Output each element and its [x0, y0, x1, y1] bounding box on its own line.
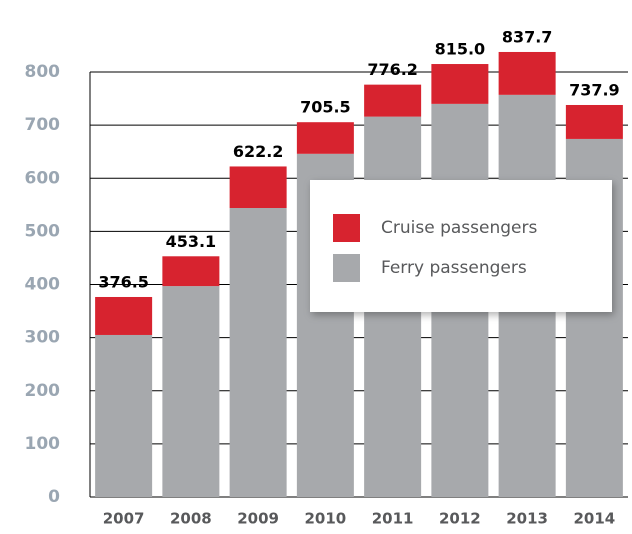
bar-segment [498, 51, 556, 95]
total-label: 837.7 [502, 27, 553, 46]
legend-label: Cruise passengers [381, 218, 537, 238]
total-label: 453.1 [166, 232, 217, 251]
x-tick-label: 2007 [103, 510, 145, 528]
y-tick-label: 200 [25, 381, 61, 401]
bar-segment [364, 84, 422, 117]
y-tick-label: 100 [25, 434, 61, 454]
bar-segment [162, 286, 220, 497]
bar-segment [296, 122, 354, 154]
total-label: 815.0 [435, 40, 486, 59]
bar-segment [229, 208, 287, 497]
total-label: 737.9 [569, 80, 620, 99]
x-tick-label: 2008 [170, 510, 212, 528]
x-tick-label: 2011 [372, 510, 414, 528]
y-tick-label: 700 [25, 115, 61, 135]
total-label: 376.5 [98, 272, 149, 291]
bar-segment [229, 166, 287, 208]
bar-segment [95, 296, 153, 335]
legend-swatch [333, 214, 360, 242]
legend-swatch [333, 254, 360, 282]
x-tick-label: 2009 [237, 510, 279, 528]
y-tick-label: 500 [25, 221, 61, 241]
total-label: 776.2 [367, 60, 418, 79]
total-label: 705.5 [300, 98, 351, 117]
legend-label: Ferry passengers [381, 258, 527, 278]
bar-segment [162, 256, 220, 287]
legend: Cruise passengers Ferry passengers [310, 180, 612, 312]
x-tick-label: 2010 [305, 510, 347, 528]
bar-segment [565, 104, 623, 139]
y-tick-label: 0 [48, 487, 60, 507]
x-tick-label: 2012 [439, 510, 481, 528]
y-tick-label: 400 [25, 275, 61, 295]
bar-segment [431, 64, 489, 104]
y-tick-label: 300 [25, 328, 61, 348]
legend-box [310, 180, 612, 312]
total-label: 622.2 [233, 142, 284, 161]
bar-segment [95, 334, 153, 497]
x-tick-label: 2014 [574, 510, 616, 528]
y-tick-label: 600 [25, 168, 61, 188]
y-tick-label: 800 [25, 62, 61, 82]
x-tick-label: 2013 [506, 510, 548, 528]
